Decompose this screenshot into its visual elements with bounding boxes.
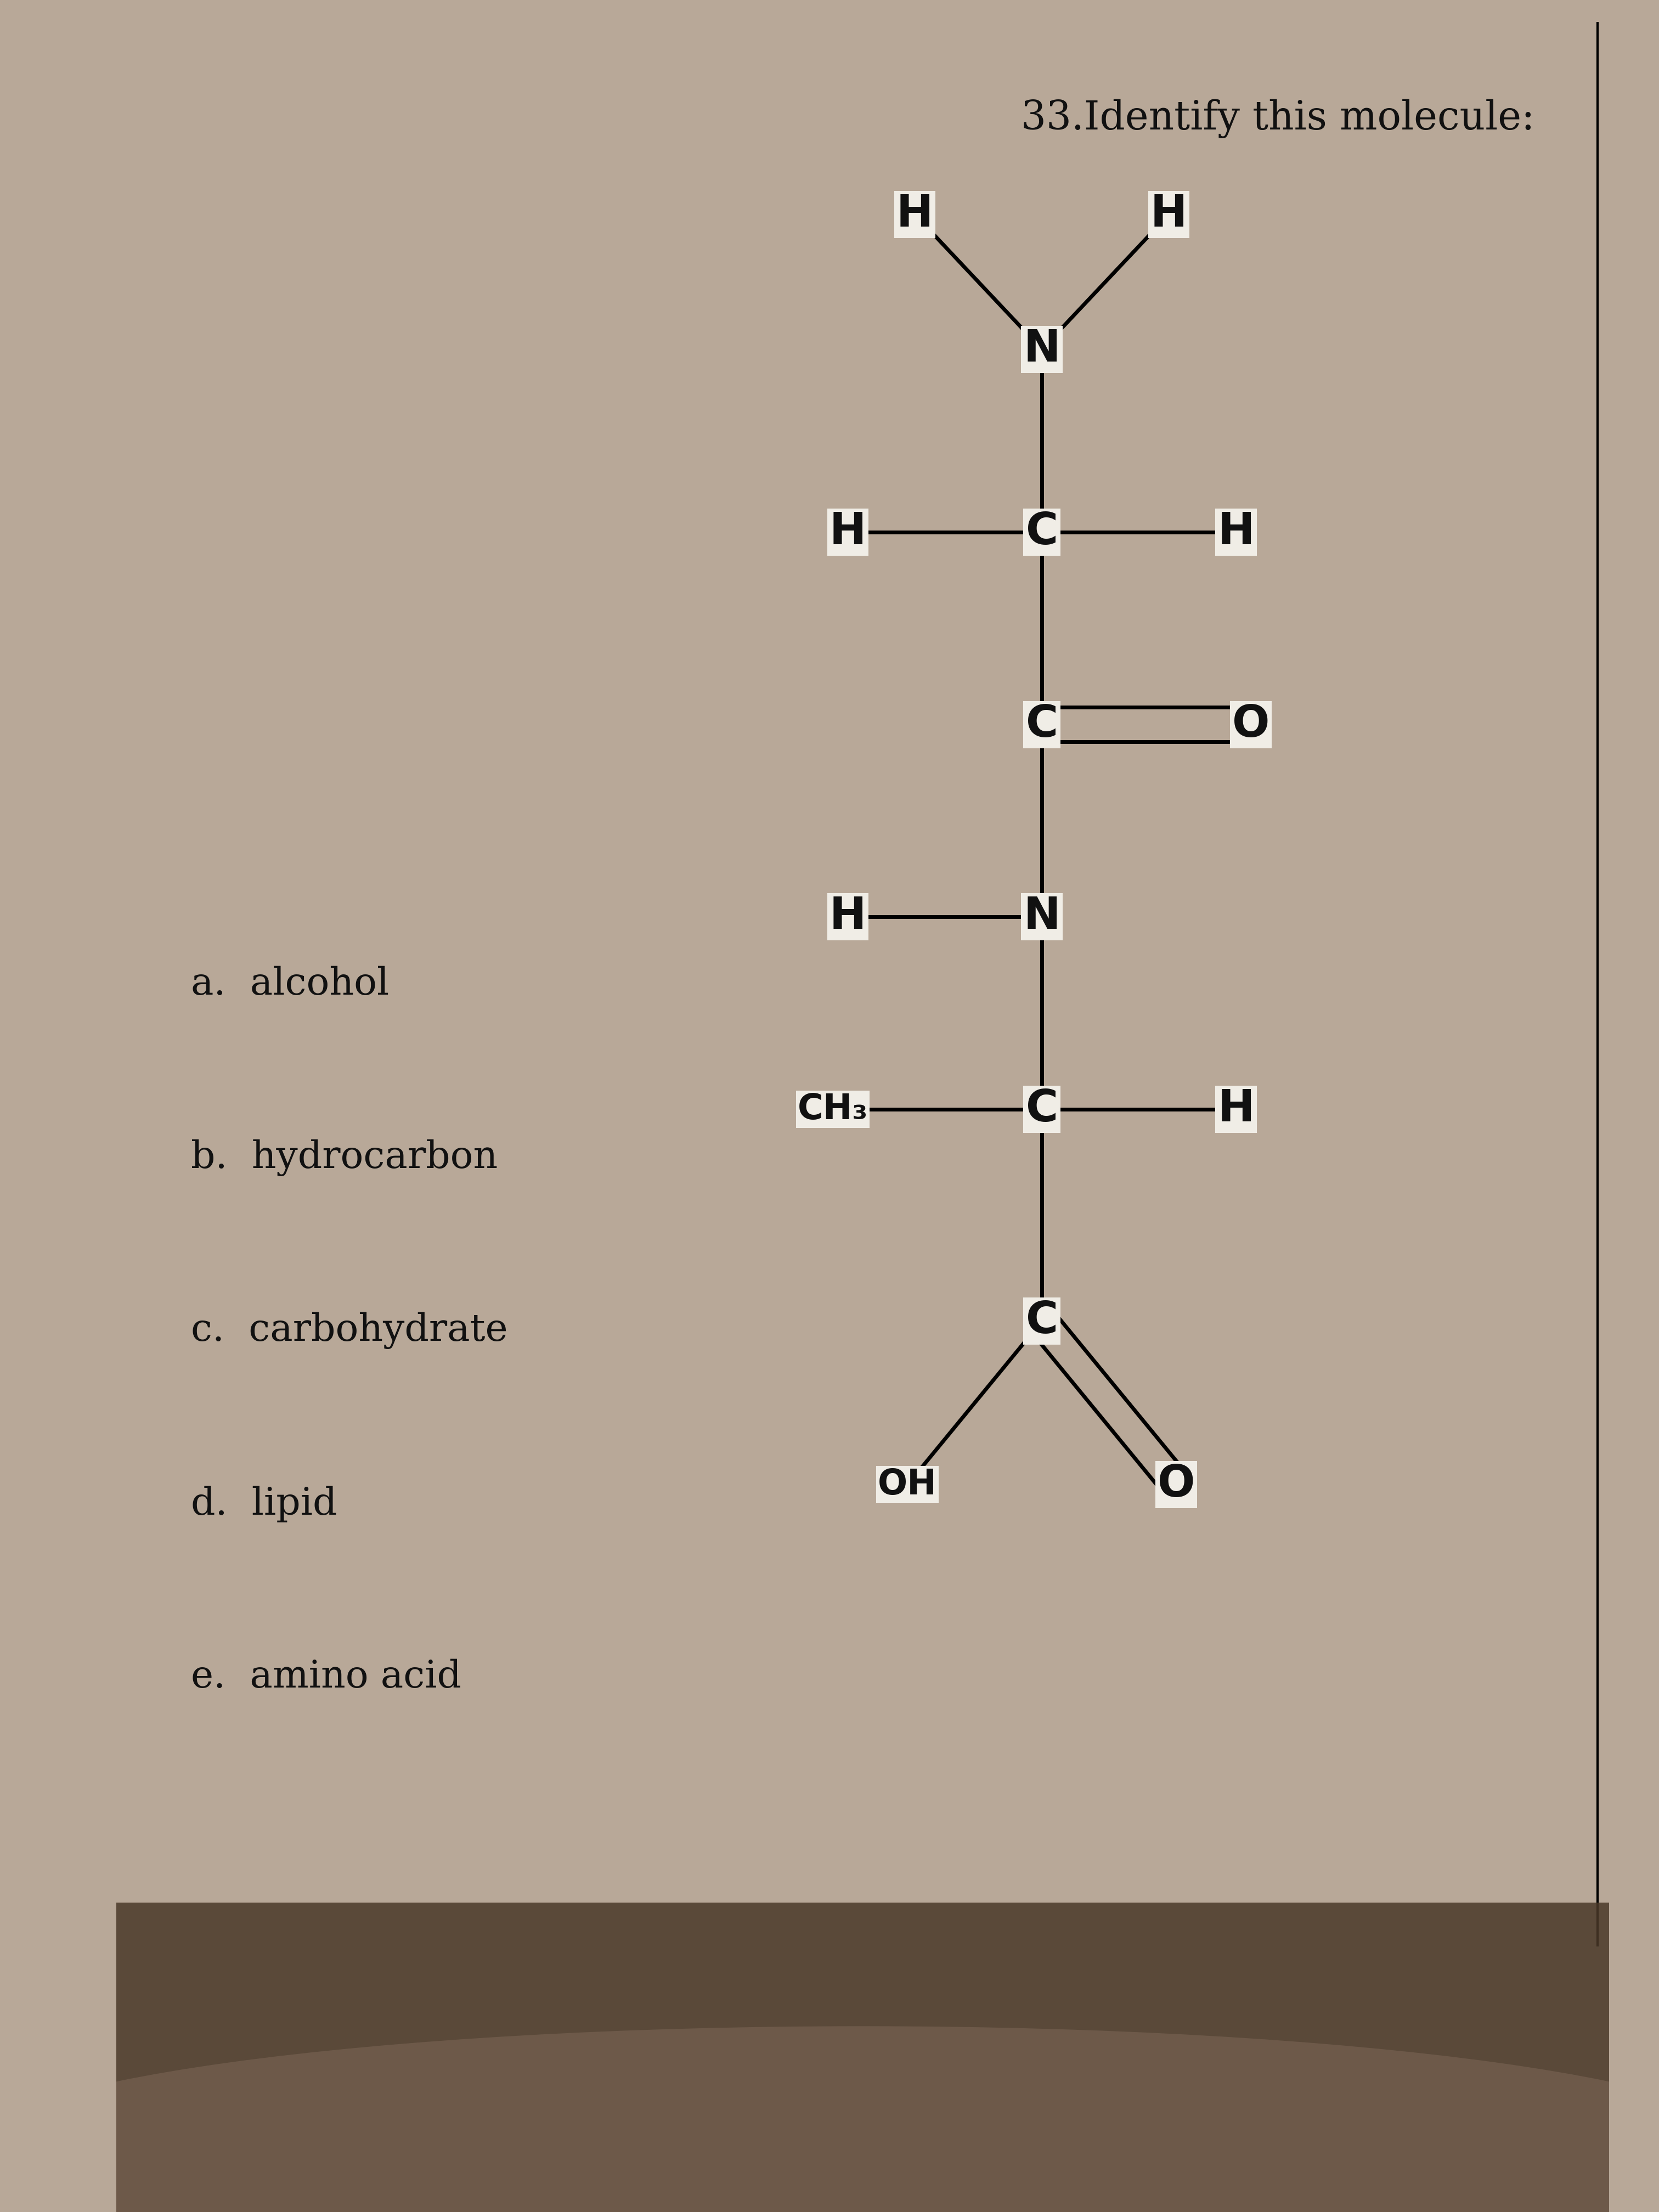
- Text: C: C: [1025, 1301, 1058, 1343]
- Text: C: C: [1025, 511, 1058, 553]
- Ellipse shape: [0, 2026, 1659, 2212]
- Text: O: O: [1158, 1464, 1194, 1506]
- Text: H: H: [830, 896, 866, 938]
- Text: H: H: [896, 192, 934, 237]
- Text: H: H: [1218, 1088, 1254, 1130]
- Text: d.  lipid: d. lipid: [191, 1486, 337, 1522]
- Text: CH₃: CH₃: [798, 1093, 868, 1126]
- Text: C: C: [1025, 703, 1058, 745]
- Text: OH: OH: [878, 1469, 937, 1502]
- Text: H: H: [1150, 192, 1188, 237]
- Text: b.  hydrocarbon: b. hydrocarbon: [191, 1139, 498, 1177]
- Text: C: C: [1025, 1088, 1058, 1130]
- Text: O: O: [1233, 703, 1269, 745]
- Text: a.  alcohol: a. alcohol: [191, 967, 388, 1002]
- Text: e.  amino acid: e. amino acid: [191, 1659, 461, 1694]
- Text: N: N: [1024, 896, 1060, 938]
- Text: H: H: [830, 511, 866, 553]
- Text: H: H: [1218, 511, 1254, 553]
- Text: 33.Identify this molecule:: 33.Identify this molecule:: [1020, 100, 1535, 139]
- Text: c.  carbohydrate: c. carbohydrate: [191, 1312, 508, 1349]
- Text: N: N: [1024, 327, 1060, 372]
